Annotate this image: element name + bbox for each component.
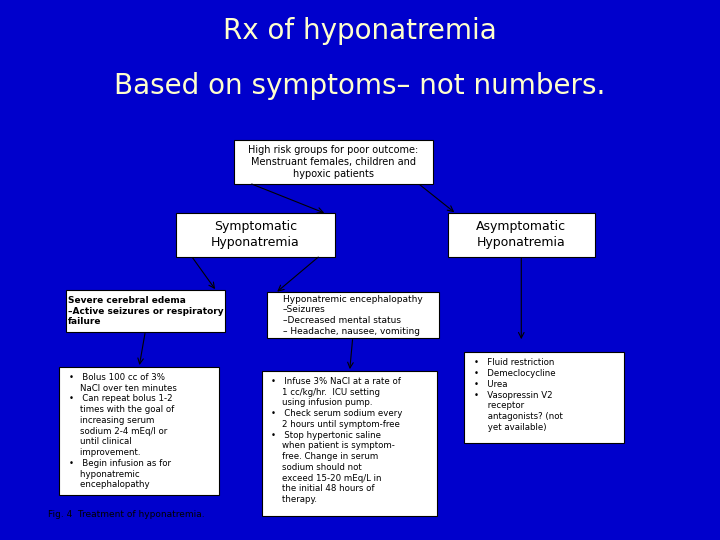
FancyBboxPatch shape	[266, 292, 439, 338]
FancyBboxPatch shape	[262, 371, 437, 516]
Text: Rx of hyponatremia: Rx of hyponatremia	[223, 17, 497, 45]
Text: Based on symptoms– not numbers.: Based on symptoms– not numbers.	[114, 72, 606, 100]
Text: •   Bolus 100 cc of 3%
    NaCl over ten minutes
•   Can repeat bolus 1-2
    ti: • Bolus 100 cc of 3% NaCl over ten minut…	[69, 373, 177, 489]
Text: Hyponatremic encephalopathy
–Seizures
–Decreased mental status
– Headache, nause: Hyponatremic encephalopathy –Seizures –D…	[283, 294, 423, 336]
FancyBboxPatch shape	[448, 213, 595, 256]
Text: Severe cerebral edema
–Active seizures or respiratory
failure: Severe cerebral edema –Active seizures o…	[68, 296, 223, 326]
Text: Symptomatic
Hyponatremia: Symptomatic Hyponatremia	[211, 220, 300, 249]
Text: •   Infuse 3% NaCl at a rate of
    1 cc/kg/hr.  ICU setting
    using infusion : • Infuse 3% NaCl at a rate of 1 cc/kg/hr…	[271, 377, 403, 504]
Text: High risk groups for poor outcome:
Menstruant females, children and
hypoxic pati: High risk groups for poor outcome: Menst…	[248, 145, 418, 179]
FancyBboxPatch shape	[464, 352, 624, 443]
Text: Asymptomatic
Hyponatremia: Asymptomatic Hyponatremia	[476, 220, 567, 249]
Text: •   Fluid restriction
•   Demeclocycline
•   Urea
•   Vasopressin V2
     recept: • Fluid restriction • Demeclocycline • U…	[474, 359, 563, 432]
FancyBboxPatch shape	[234, 140, 433, 184]
FancyBboxPatch shape	[176, 213, 336, 256]
Text: Fig. 4  Treatment of hyponatremia.: Fig. 4 Treatment of hyponatremia.	[48, 510, 205, 519]
FancyBboxPatch shape	[66, 290, 225, 332]
FancyBboxPatch shape	[59, 367, 219, 495]
